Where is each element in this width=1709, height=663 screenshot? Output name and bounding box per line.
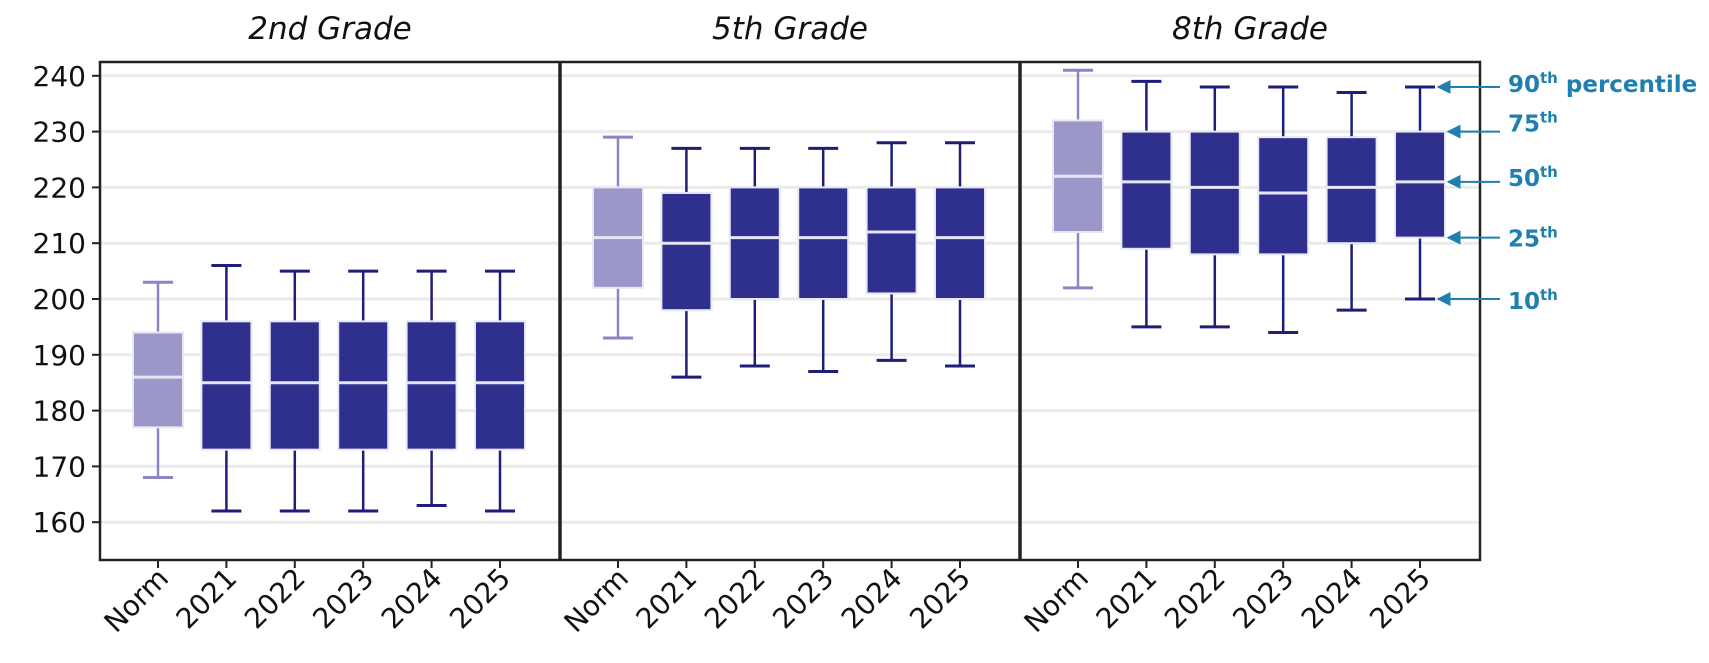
x-tick-label: 2023 xyxy=(766,562,840,636)
x-tick-label: 2025 xyxy=(903,562,977,636)
x-tick-label: 2022 xyxy=(698,562,772,636)
gridlines xyxy=(100,74,1480,524)
box-Norm xyxy=(132,280,184,480)
panel-title: 8th Grade xyxy=(1172,11,1328,47)
legend-label: 50th xyxy=(1508,163,1558,192)
box-2021 xyxy=(200,264,253,513)
box-Norm xyxy=(1052,68,1104,290)
legend-label: 90th percentile xyxy=(1508,69,1697,98)
panel-title: 5th Grade xyxy=(712,11,868,47)
box-2025 xyxy=(1394,85,1446,301)
legend-label: 25th xyxy=(1508,224,1558,253)
iqr-box xyxy=(1188,130,1241,256)
iqr-box xyxy=(865,186,918,295)
legend-p75: 75th xyxy=(1446,109,1558,139)
y-tick-label: 190 xyxy=(33,339,86,372)
x-tick-label: 2025 xyxy=(443,562,517,636)
y-tick-label: 160 xyxy=(33,506,86,539)
boxes xyxy=(132,68,1446,513)
legend-p10: 10th xyxy=(1436,286,1558,315)
x-tick-label: 2023 xyxy=(306,562,380,636)
box-2021 xyxy=(660,146,713,379)
y-tick-label: 210 xyxy=(33,227,86,260)
iqr-box xyxy=(474,320,526,451)
iqr-box xyxy=(797,186,850,300)
iqr-box xyxy=(1257,136,1310,256)
iqr-box xyxy=(1325,136,1378,245)
iqr-box xyxy=(934,186,986,300)
x-tick-label: 2024 xyxy=(835,562,909,636)
x-tick-label: 2021 xyxy=(1090,562,1164,636)
box-2023 xyxy=(1257,85,1310,334)
x-tick-label: 2025 xyxy=(1363,562,1437,636)
y-tick-label: 220 xyxy=(33,171,86,204)
iqr-box xyxy=(728,186,781,300)
y-tick-label: 200 xyxy=(33,283,86,316)
iqr-box xyxy=(660,191,713,312)
legend-p50: 50th xyxy=(1446,163,1558,192)
legend-p90: 90th percentile xyxy=(1436,69,1697,98)
plot-border xyxy=(98,60,1482,562)
box-2022 xyxy=(268,269,321,513)
box-2022 xyxy=(728,146,781,368)
y-tick-label: 170 xyxy=(33,450,86,483)
plot-frame xyxy=(92,60,1482,568)
x-tick-label: Norm xyxy=(98,562,175,639)
box-2023 xyxy=(337,269,390,513)
x-tick-label: 2021 xyxy=(170,562,244,636)
x-tick-label: Norm xyxy=(1018,562,1095,639)
x-tick-label: 2022 xyxy=(238,562,312,636)
box-2024 xyxy=(405,269,458,507)
x-tick-label: Norm xyxy=(558,562,635,639)
x-tick-label: 2023 xyxy=(1226,562,1300,636)
iqr-box xyxy=(1120,130,1173,250)
percentile-legend: 90th percentile 75th 50th 25th 10th xyxy=(1436,69,1697,315)
legend-p25: 25th xyxy=(1446,224,1558,253)
iqr-box xyxy=(200,320,253,451)
x-tick-label: 2024 xyxy=(1295,562,1369,636)
y-tick-label: 240 xyxy=(33,60,86,93)
y-tick-label: 180 xyxy=(33,395,86,428)
box-2024 xyxy=(1325,91,1378,312)
box-2025 xyxy=(934,141,986,368)
iqr-box xyxy=(268,320,321,451)
box-2023 xyxy=(797,146,850,374)
iqr-box xyxy=(337,320,390,451)
iqr-box xyxy=(132,331,184,429)
y-tick-label: 230 xyxy=(33,116,86,149)
legend-label: 75th xyxy=(1508,109,1558,138)
box-2022 xyxy=(1188,85,1241,329)
x-tick-label: 2024 xyxy=(375,562,449,636)
box-Norm xyxy=(592,135,644,340)
x-tick-label: 2021 xyxy=(630,562,704,636)
box-2021 xyxy=(1120,79,1173,329)
box-2024 xyxy=(865,141,918,362)
iqr-box xyxy=(405,320,458,451)
legend-label: 10th xyxy=(1508,286,1558,315)
iqr-box xyxy=(1394,130,1446,239)
x-tick-label: 2022 xyxy=(1158,562,1232,636)
box-2025 xyxy=(474,269,526,513)
panel-title: 2nd Grade xyxy=(248,11,411,47)
